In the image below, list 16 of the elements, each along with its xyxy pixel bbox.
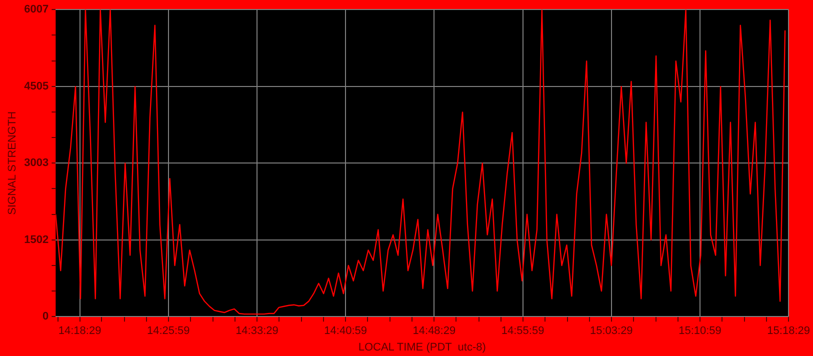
x-tick-label: 14:55:59 xyxy=(501,325,544,338)
x-tick-label: 14:25:59 xyxy=(146,325,190,338)
x-tick-label: 15:18:29 xyxy=(767,325,810,338)
y-tick-label: 6007 xyxy=(24,4,49,16)
y-axis-title: SIGNAL STRENGTH xyxy=(6,111,19,215)
y-tick-label: 3003 xyxy=(24,157,49,170)
x-tick-label: 14:33:29 xyxy=(236,325,278,338)
x-tick-label: 14:48:29 xyxy=(412,325,456,338)
x-tick-label: 15:10:59 xyxy=(678,325,722,338)
x-axis-title: LOCAL TIME (PDT utc-8) xyxy=(358,341,486,354)
x-tick-label: 14:18:29 xyxy=(58,325,102,338)
x-tick-label: 14:40:59 xyxy=(324,325,367,338)
y-tick-label: 0 xyxy=(42,310,49,323)
y-tick-label: 4505 xyxy=(24,80,49,92)
y-tick-label: 1502 xyxy=(24,234,49,246)
x-tick-label: 15:03:29 xyxy=(590,325,633,338)
